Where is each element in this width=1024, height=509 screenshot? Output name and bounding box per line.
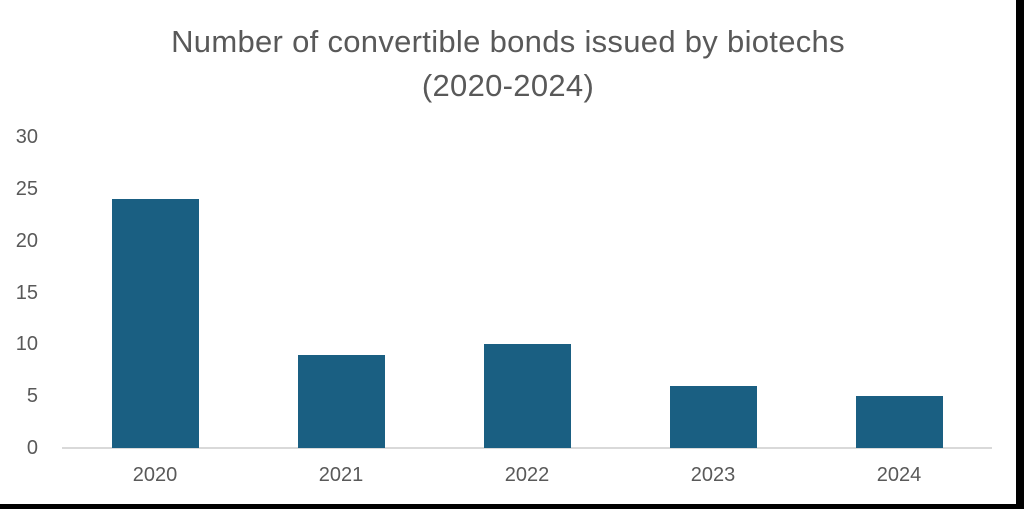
y-tick-label: 0	[26, 437, 38, 459]
bar-2020	[111, 199, 199, 448]
y-tick-label: 15	[15, 281, 38, 304]
bar-2022	[483, 344, 571, 448]
y-tick-label: 5	[26, 385, 38, 408]
x-axis-line	[62, 447, 992, 449]
y-tick-label: 25	[15, 177, 38, 200]
x-tick-label: 2020	[132, 464, 178, 486]
x-tick-label: 2022	[504, 464, 550, 486]
x-tick-label: 2021	[318, 464, 364, 486]
chart-title-line1: Number of convertible bonds issued by bi…	[171, 24, 845, 59]
bar-2024	[855, 396, 943, 448]
x-tick-label: 2023	[690, 464, 736, 486]
screenshot-border-bottom	[0, 504, 1024, 509]
y-tick-label: 30	[15, 126, 38, 148]
x-tick-label: 2024	[876, 464, 922, 486]
y-tick-label: 20	[15, 229, 38, 252]
screenshot-border-right	[1016, 0, 1024, 509]
chart-title: Number of convertible bonds issued by bi…	[0, 20, 1016, 108]
y-tick-label: 10	[15, 333, 38, 356]
bar-2023	[669, 385, 757, 448]
bar-2021	[297, 354, 385, 448]
chart-title-line2: (2020-2024)	[421, 68, 595, 103]
